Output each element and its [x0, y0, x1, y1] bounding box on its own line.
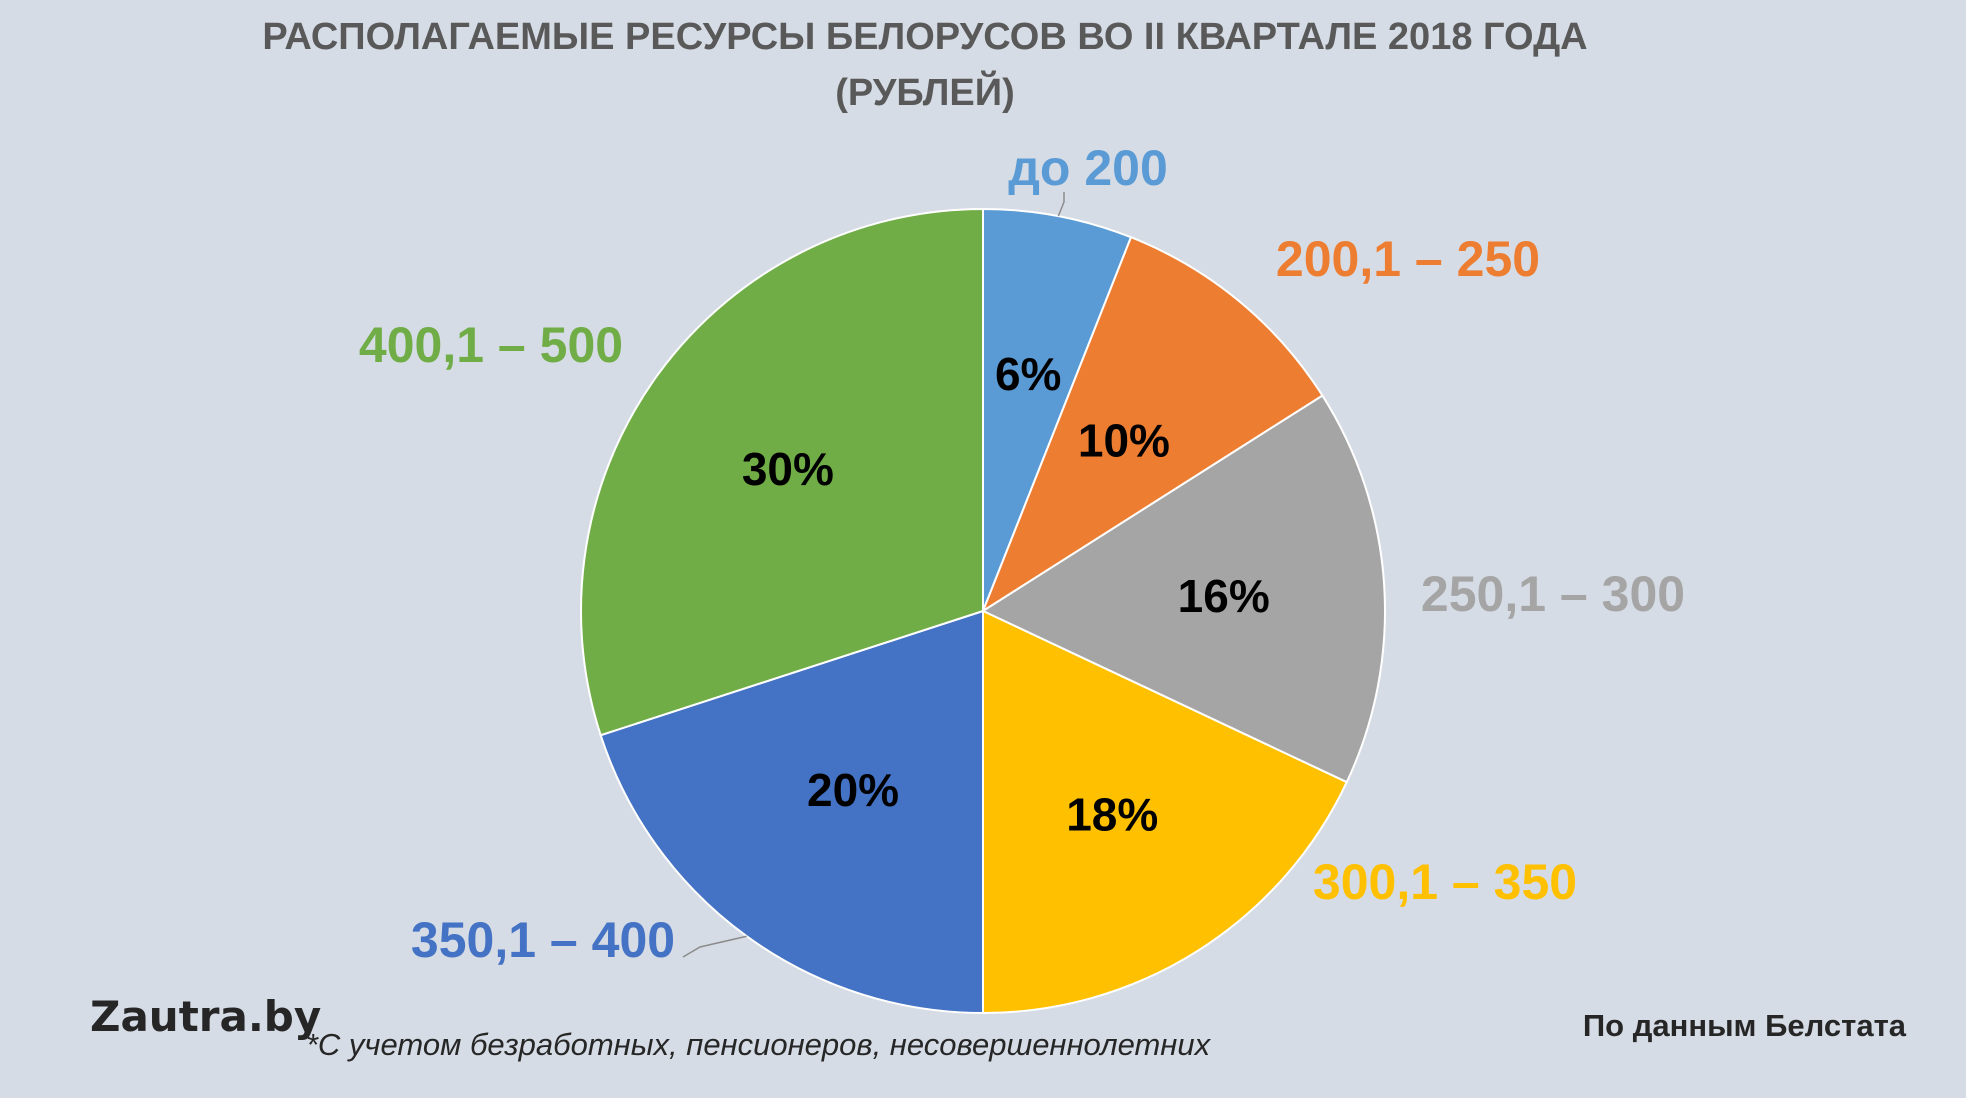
slice-category-label-1: до 200 [1008, 140, 1168, 196]
leader-line-1 [1057, 192, 1065, 217]
slice-category-label-2: 200,1 – 250 [1276, 231, 1540, 287]
pie-slice-3 [980, 394, 1386, 784]
pie-slice-5 [599, 609, 984, 1015]
footnote: *С учетом безработных, пенсионеров, несо… [305, 1027, 1211, 1062]
chart-title-line2: (РУБЛЕЙ) [835, 72, 1015, 114]
slice-percent-label-5: 20% [807, 764, 899, 816]
leader-line-5 [682, 935, 747, 958]
slice-percent-label-1: 6% [995, 348, 1061, 400]
slice-category-label-3: 250,1 – 300 [1421, 566, 1685, 622]
slice-percent-label-6: 30% [742, 443, 834, 495]
slice-percent-label-3: 16% [1178, 570, 1270, 622]
pie-slice-6 [580, 207, 984, 737]
slice-percent-label-4: 18% [1066, 789, 1158, 841]
brand-logo-text: Zautra.by [90, 992, 322, 1041]
pie-slice-2 [980, 235, 1324, 614]
slice-category-label-5: 350,1 – 400 [411, 912, 675, 968]
slice-percent-label-2: 10% [1078, 415, 1170, 467]
slice-category-label-6: 400,1 – 500 [359, 317, 623, 373]
slice-category-label-4: 300,1 – 350 [1313, 854, 1577, 910]
source-note: По данным Белстата [1582, 1008, 1906, 1043]
chart-title-line1: РАСПОЛАГАЕМЫЕ РЕСУРСЫ БЕЛОРУСОВ ВО II КВ… [262, 16, 1588, 58]
pie-slice-4 [982, 609, 1349, 1015]
